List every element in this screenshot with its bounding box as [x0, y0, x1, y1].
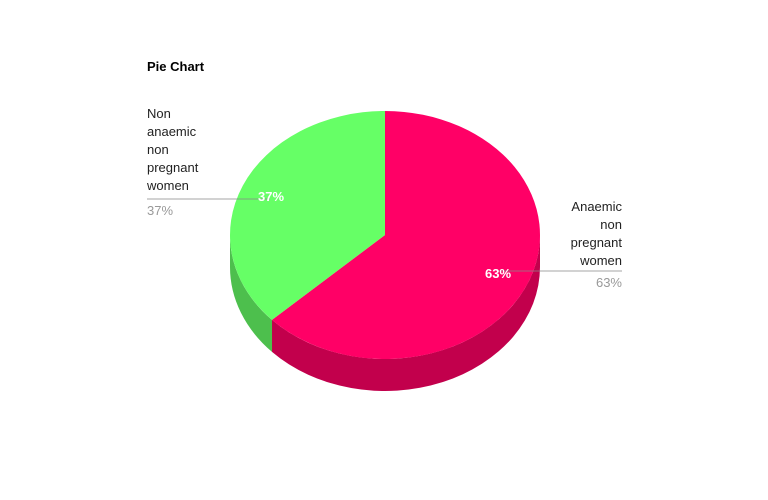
slice-anaemic [272, 111, 540, 359]
slice-side-anaemic [272, 235, 540, 391]
label-non-anaemic-line-1: Non [147, 106, 171, 121]
pie-3d-sides [230, 235, 540, 391]
label-non-anaemic-line-4: pregnant [147, 160, 199, 175]
label-anaemic: Anaemic non pregnant women 63% 63% [485, 199, 623, 290]
label-non-anaemic-line-2: anaemic [147, 124, 197, 139]
data-label-non-anaemic: 37% [258, 189, 284, 204]
label-anaemic-line-1: Anaemic [571, 199, 622, 214]
label-non-anaemic: Non anaemic non pregnant women 37% 37% [146, 106, 284, 218]
label-anaemic-line-4: women [579, 253, 622, 268]
data-label-anaemic: 63% [485, 266, 511, 281]
pie-slices [229, 111, 540, 359]
chart-title: Pie Chart [147, 59, 205, 74]
label-non-anaemic-line-3: non [147, 142, 169, 157]
label-non-anaemic-percent: 37% [147, 203, 173, 218]
label-anaemic-percent: 63% [596, 275, 622, 290]
label-anaemic-line-2: non [600, 217, 622, 232]
slice-non-anaemic [229, 111, 385, 320]
label-non-anaemic-line-5: women [146, 178, 189, 193]
slice-side-non-anaemic [230, 235, 273, 352]
label-anaemic-line-3: pregnant [571, 235, 623, 250]
